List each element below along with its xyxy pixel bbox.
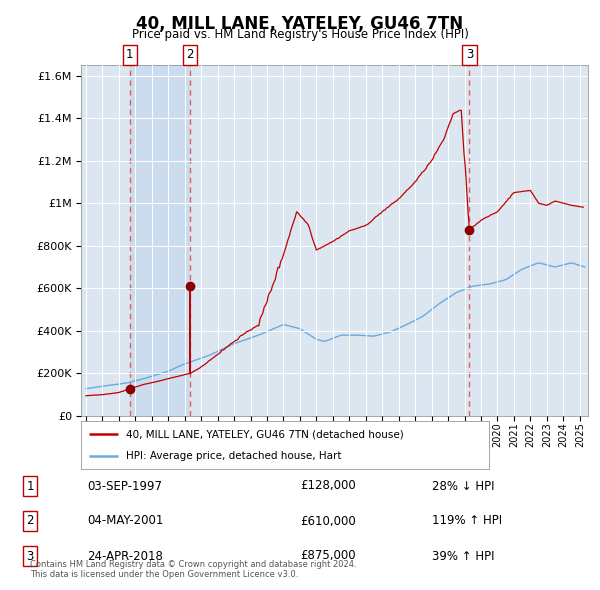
- Text: 03-SEP-1997: 03-SEP-1997: [87, 480, 162, 493]
- Bar: [130, 65, 190, 416]
- Text: Price paid vs. HM Land Registry's House Price Index (HPI): Price paid vs. HM Land Registry's House …: [131, 28, 469, 41]
- Text: 24-APR-2018: 24-APR-2018: [87, 549, 163, 562]
- Text: £128,000: £128,000: [300, 480, 356, 493]
- Text: 28% ↓ HPI: 28% ↓ HPI: [432, 480, 494, 493]
- Text: 2: 2: [187, 48, 194, 61]
- Text: 39% ↑ HPI: 39% ↑ HPI: [432, 549, 494, 562]
- Text: 40, MILL LANE, YATELEY, GU46 7TN: 40, MILL LANE, YATELEY, GU46 7TN: [136, 15, 464, 33]
- Text: 3: 3: [26, 549, 34, 562]
- Text: 1: 1: [126, 48, 134, 61]
- Text: HPI: Average price, detached house, Hart: HPI: Average price, detached house, Hart: [126, 451, 341, 461]
- Text: £610,000: £610,000: [300, 514, 356, 527]
- Text: 04-MAY-2001: 04-MAY-2001: [87, 514, 163, 527]
- Text: £875,000: £875,000: [300, 549, 356, 562]
- Text: 40, MILL LANE, YATELEY, GU46 7TN (detached house): 40, MILL LANE, YATELEY, GU46 7TN (detach…: [126, 429, 404, 439]
- Text: Contains HM Land Registry data © Crown copyright and database right 2024.
This d: Contains HM Land Registry data © Crown c…: [30, 560, 356, 579]
- Text: 3: 3: [466, 48, 473, 61]
- Text: 119% ↑ HPI: 119% ↑ HPI: [432, 514, 502, 527]
- Text: 1: 1: [26, 480, 34, 493]
- Text: 2: 2: [26, 514, 34, 527]
